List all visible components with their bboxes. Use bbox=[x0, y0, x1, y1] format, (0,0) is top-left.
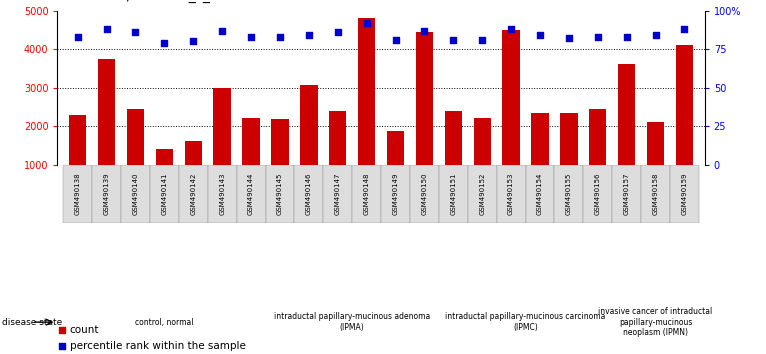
Point bbox=[129, 29, 142, 35]
Point bbox=[563, 35, 575, 41]
Point bbox=[679, 26, 691, 32]
Text: count: count bbox=[70, 325, 99, 335]
Bar bbox=[439, 165, 468, 223]
Bar bbox=[584, 165, 612, 223]
Bar bbox=[560, 113, 578, 165]
Bar bbox=[410, 165, 439, 223]
Text: GSM490138: GSM490138 bbox=[74, 172, 80, 215]
Text: GSM490143: GSM490143 bbox=[219, 172, 225, 215]
Text: invasive cancer of intraductal
papillary-mucinous
neoplasm (IPMN): invasive cancer of intraductal papillary… bbox=[598, 307, 712, 337]
Text: GSM490147: GSM490147 bbox=[335, 172, 341, 215]
Bar bbox=[387, 131, 404, 165]
Bar bbox=[676, 45, 693, 165]
Bar bbox=[381, 165, 410, 223]
Bar bbox=[155, 149, 173, 165]
Bar bbox=[64, 165, 92, 223]
Text: GSM490159: GSM490159 bbox=[682, 172, 688, 215]
Text: GSM490157: GSM490157 bbox=[624, 172, 630, 215]
Text: GSM490139: GSM490139 bbox=[103, 172, 110, 215]
Bar bbox=[612, 165, 641, 223]
Text: GSM490150: GSM490150 bbox=[421, 172, 427, 215]
Bar bbox=[473, 118, 491, 165]
Text: GSM490145: GSM490145 bbox=[277, 173, 283, 215]
Bar bbox=[214, 88, 231, 165]
Point bbox=[273, 34, 286, 40]
Point bbox=[418, 28, 430, 34]
Bar bbox=[208, 165, 237, 223]
Point bbox=[620, 34, 633, 40]
Point bbox=[159, 40, 171, 46]
Bar bbox=[294, 165, 323, 223]
Text: GSM490148: GSM490148 bbox=[364, 172, 370, 215]
Point bbox=[505, 26, 517, 32]
Bar bbox=[670, 165, 699, 223]
Bar bbox=[502, 30, 520, 165]
Bar bbox=[178, 165, 208, 223]
Bar bbox=[416, 32, 433, 165]
Bar bbox=[444, 112, 462, 165]
Bar bbox=[589, 109, 607, 165]
Point bbox=[55, 343, 67, 349]
Bar bbox=[641, 165, 670, 223]
Bar bbox=[271, 119, 289, 165]
Text: GSM490153: GSM490153 bbox=[508, 172, 514, 215]
Point bbox=[361, 20, 373, 26]
Text: GDS3836 / 218721_s_at: GDS3836 / 218721_s_at bbox=[57, 0, 224, 3]
Bar bbox=[98, 59, 115, 165]
Text: GSM490151: GSM490151 bbox=[450, 172, 457, 215]
Text: intraductal papillary-mucinous adenoma
(IPMA): intraductal papillary-mucinous adenoma (… bbox=[274, 313, 430, 332]
Point bbox=[332, 29, 344, 35]
Point bbox=[591, 34, 604, 40]
Text: GSM490141: GSM490141 bbox=[162, 172, 167, 215]
Text: GSM490146: GSM490146 bbox=[306, 172, 312, 215]
Point bbox=[534, 33, 546, 38]
Bar bbox=[555, 165, 584, 223]
Text: GSM490155: GSM490155 bbox=[566, 173, 572, 215]
Bar bbox=[150, 165, 178, 223]
Text: GSM490140: GSM490140 bbox=[133, 172, 139, 215]
Point bbox=[303, 33, 315, 38]
Bar bbox=[300, 85, 318, 165]
Bar bbox=[237, 165, 266, 223]
Bar bbox=[127, 109, 144, 165]
Text: GSM490149: GSM490149 bbox=[392, 172, 398, 215]
Bar bbox=[496, 165, 525, 223]
Bar bbox=[352, 165, 381, 223]
Point bbox=[55, 327, 67, 333]
Bar bbox=[329, 112, 346, 165]
Bar bbox=[92, 165, 121, 223]
Text: control, normal: control, normal bbox=[135, 318, 194, 327]
Point bbox=[187, 39, 199, 44]
Text: GSM490152: GSM490152 bbox=[480, 173, 485, 215]
Text: GSM490144: GSM490144 bbox=[248, 173, 254, 215]
Bar bbox=[525, 165, 555, 223]
Bar bbox=[468, 165, 496, 223]
Bar bbox=[69, 115, 87, 165]
Bar bbox=[242, 118, 260, 165]
Text: intraductal papillary-mucinous carcinoma
(IPMC): intraductal papillary-mucinous carcinoma… bbox=[445, 313, 606, 332]
Text: GSM490156: GSM490156 bbox=[595, 172, 601, 215]
Point bbox=[476, 37, 489, 43]
Bar bbox=[532, 113, 548, 165]
Bar bbox=[121, 165, 150, 223]
Point bbox=[245, 34, 257, 40]
Point bbox=[650, 33, 662, 38]
Bar bbox=[323, 165, 352, 223]
Bar bbox=[266, 165, 294, 223]
Point bbox=[389, 37, 401, 43]
Text: GSM490142: GSM490142 bbox=[190, 173, 196, 215]
Point bbox=[71, 34, 83, 40]
Bar bbox=[185, 141, 202, 165]
Bar bbox=[647, 122, 664, 165]
Text: GSM490158: GSM490158 bbox=[653, 172, 659, 215]
Text: GSM490154: GSM490154 bbox=[537, 173, 543, 215]
Bar bbox=[618, 64, 635, 165]
Bar bbox=[358, 18, 375, 165]
Text: disease state: disease state bbox=[2, 318, 62, 327]
Point bbox=[100, 26, 113, 32]
Point bbox=[216, 28, 228, 34]
Point bbox=[447, 37, 460, 43]
Text: percentile rank within the sample: percentile rank within the sample bbox=[70, 341, 245, 351]
